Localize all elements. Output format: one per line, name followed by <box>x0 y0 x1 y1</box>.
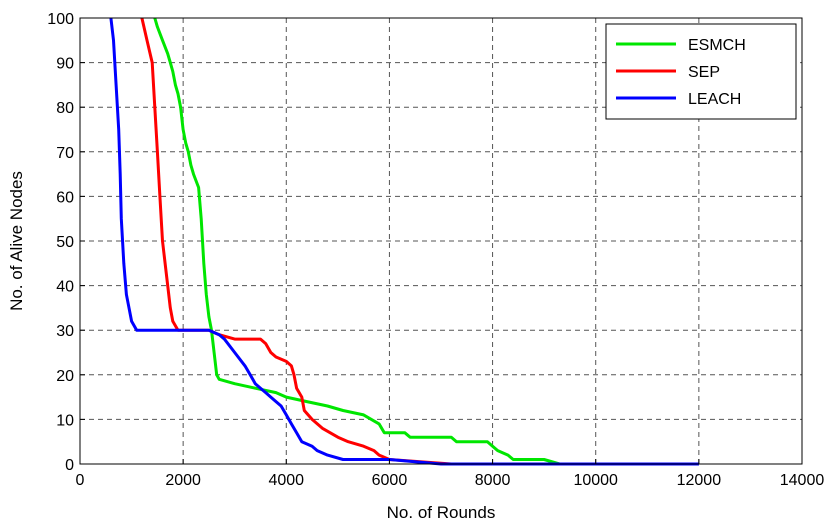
y-tick-label: 20 <box>56 368 74 385</box>
y-tick-label: 80 <box>56 100 74 117</box>
legend-label: SEP <box>688 64 720 81</box>
legend: ESMCH SEP LEACH <box>605 23 797 120</box>
y-axis-label: No. of Alive Nodes <box>7 171 26 311</box>
series-lines <box>109 17 699 466</box>
x-axis-label: No. of Rounds <box>387 503 496 522</box>
x-tick-label: 12000 <box>677 472 722 489</box>
x-tick-label: 4000 <box>268 472 304 489</box>
x-tick-label: 10000 <box>573 472 618 489</box>
x-tick-label: 6000 <box>372 472 408 489</box>
y-tick-label: 10 <box>56 412 74 429</box>
series-line-leach <box>109 17 699 466</box>
y-tick-label: 30 <box>56 323 74 340</box>
x-tick-label: 8000 <box>475 472 511 489</box>
y-tick-label: 50 <box>56 234 74 251</box>
legend-label: ESMCH <box>688 37 746 54</box>
y-tick-label: 40 <box>56 279 74 296</box>
series-line-esmch <box>153 17 699 466</box>
y-tick-label: 60 <box>56 189 74 206</box>
y-tick-label: 90 <box>56 56 74 73</box>
y-tick-labels: 0 10 20 30 40 50 60 70 80 90 100 <box>47 11 85 474</box>
series-line-sep <box>140 17 452 466</box>
y-tick-label: 0 <box>65 457 74 474</box>
y-tick-label: 70 <box>56 145 74 162</box>
y-tick-label: 100 <box>47 11 74 28</box>
x-tick-label: 2000 <box>165 472 201 489</box>
x-tick-label: 0 <box>76 472 85 489</box>
x-tick-labels: 0 2000 4000 6000 8000 10000 12000 14000 <box>76 459 825 489</box>
x-tick-label: 14000 <box>780 472 825 489</box>
legend-label: LEACH <box>688 91 741 108</box>
